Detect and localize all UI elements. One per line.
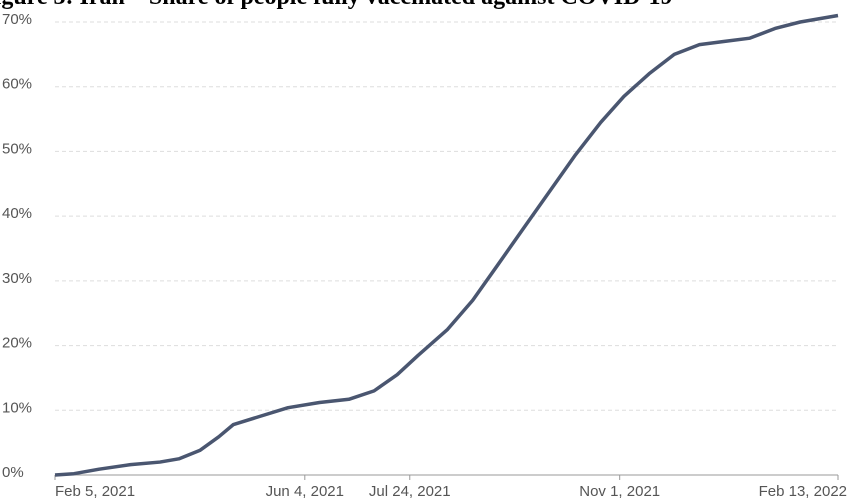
y-tick-label: 40% [2, 205, 32, 222]
y-tick-label: 0% [2, 464, 24, 481]
x-tick-label: Jul 24, 2021 [369, 483, 451, 500]
data-line [54, 13, 839, 477]
chart-title: Figure 3: Iran – Share of people fully v… [0, 0, 672, 10]
x-tick-label: Nov 1, 2021 [579, 483, 660, 500]
x-tick-label: Jun 4, 2021 [266, 483, 344, 500]
y-tick-label: 30% [2, 270, 32, 287]
y-tick-label: 50% [2, 140, 32, 157]
y-tick-label: 70% [2, 11, 32, 28]
x-tick-label: Feb 5, 2021 [55, 483, 135, 500]
x-tick-label: Feb 13, 2022 [759, 483, 847, 500]
y-tick-label: 10% [2, 399, 32, 416]
y-tick-label: 20% [2, 335, 32, 352]
y-tick-label: 60% [2, 76, 32, 93]
